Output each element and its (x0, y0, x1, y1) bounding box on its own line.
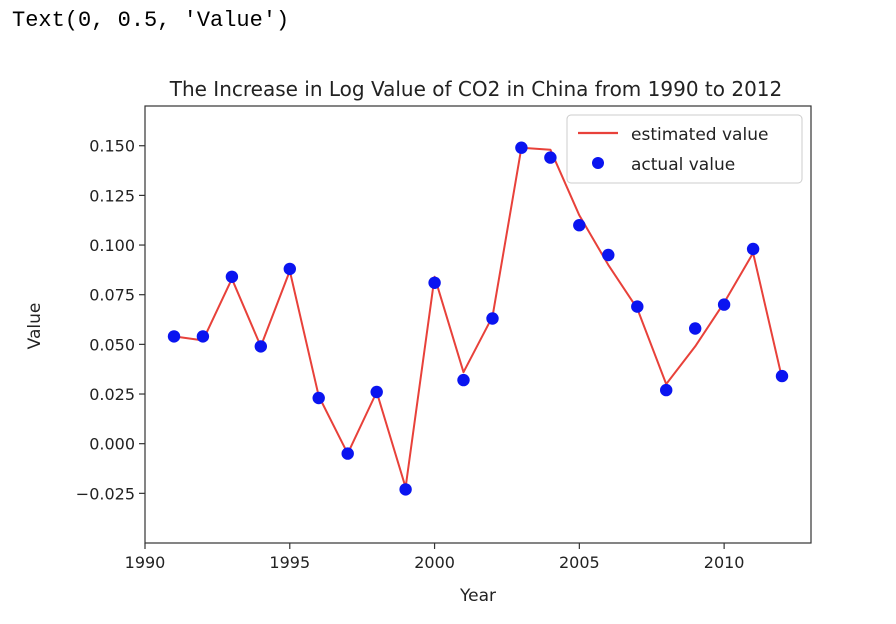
y-tick-label: 0.000 (89, 435, 135, 454)
x-axis-label: Year (459, 586, 496, 606)
actual-value-point (602, 248, 615, 262)
actual-value-point (196, 330, 210, 343)
legend-box (566, 114, 803, 184)
x-tick-label: 2005 (559, 553, 600, 572)
repl-output-text: Text(0, 0.5, 'Value') (12, 8, 290, 33)
y-tick-label: 0.125 (89, 186, 135, 205)
axes-frame (144, 105, 812, 544)
actual-value-point (689, 322, 702, 335)
legend-label-estimated: estimated value (631, 125, 768, 145)
actual-value-point (660, 383, 673, 397)
actual-value-point (370, 385, 383, 399)
y-axis: −0.025 0.000 0.025 0.050 0.075 0.100 0.125 0.15… (76, 137, 145, 503)
y-tick-label: 0.050 (89, 335, 135, 354)
actual-value-point (544, 151, 557, 164)
actual-value-point (717, 298, 731, 311)
actual-value-point (746, 242, 760, 256)
y-tick-label: −0.025 (76, 484, 135, 503)
y-axis-label: Value (25, 303, 45, 350)
x-tick-label: 1995 (269, 553, 310, 572)
actual-value-point (515, 141, 528, 154)
actual-value-point (775, 369, 789, 383)
actual-value-point (573, 219, 586, 232)
x-tick-label: 2000 (414, 553, 455, 572)
x-axis: 1990 1995 2000 2005 2010 (125, 543, 745, 572)
actual-value-point (167, 330, 181, 343)
legend-dot-swatch (592, 157, 604, 169)
actual-value-point (283, 262, 296, 276)
plot-area (167, 141, 789, 496)
y-tick-label: 0.100 (89, 236, 135, 255)
legend-label-actual: actual value (631, 155, 735, 175)
y-tick-label: 0.025 (89, 385, 135, 404)
actual-value-point (341, 447, 354, 460)
estimated-value-line (173, 146, 783, 489)
actual-value-point (312, 391, 325, 405)
actual-value-point (254, 340, 267, 353)
actual-value-point (225, 270, 239, 283)
legend: estimated value actual value (566, 114, 803, 184)
chart-title: The Increase in Log Value of CO2 in Chin… (169, 77, 783, 101)
x-tick-label: 2010 (704, 553, 745, 572)
actual-value-point (631, 300, 644, 313)
y-tick-label: 0.075 (89, 286, 135, 305)
x-tick-label: 1990 (125, 553, 166, 572)
y-tick-label: 0.150 (89, 137, 135, 156)
actual-value-point (486, 312, 499, 325)
actual-value-point (428, 276, 441, 289)
actual-value-point (457, 373, 470, 387)
actual-value-point (399, 483, 412, 496)
